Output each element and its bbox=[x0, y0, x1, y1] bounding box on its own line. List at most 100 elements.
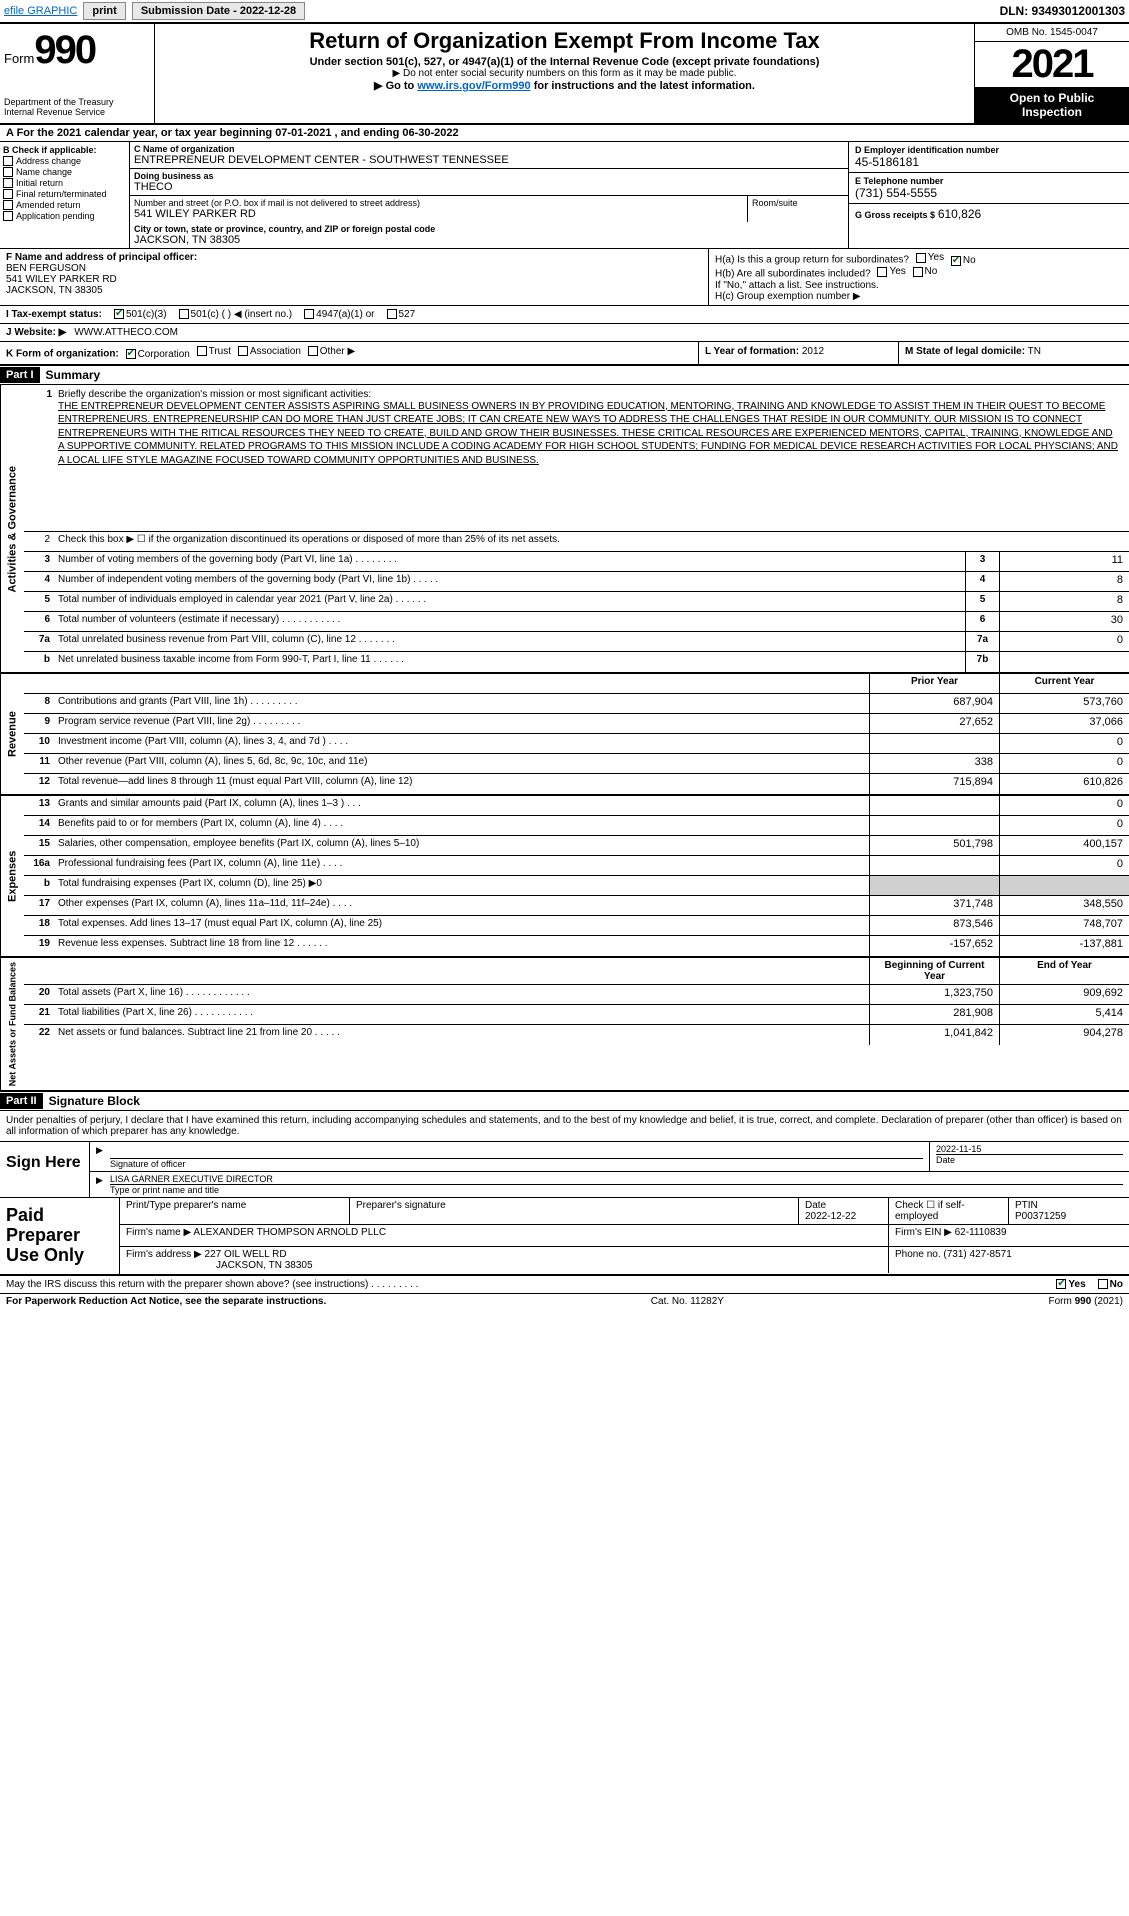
table-row: 10Investment income (Part VIII, column (… bbox=[24, 734, 1129, 754]
line-num: 11 bbox=[24, 754, 54, 773]
revenue-header-row: Prior Year Current Year bbox=[24, 674, 1129, 694]
signature-intro: Under penalties of perjury, I declare th… bbox=[0, 1111, 1129, 1142]
phone-label: E Telephone number bbox=[855, 176, 1123, 186]
line-num: 12 bbox=[24, 774, 54, 794]
h-c-row: H(c) Group exemption number ▶ bbox=[715, 291, 1123, 302]
line-box: 7b bbox=[965, 652, 999, 672]
gross-value: 610,826 bbox=[938, 207, 981, 221]
sign-body: ▶ Signature of officer 2022-11-15 Date ▶… bbox=[90, 1142, 1129, 1197]
chk-amended-return[interactable]: Amended return bbox=[3, 200, 126, 210]
line-num: 3 bbox=[24, 552, 54, 571]
checkbox-checked-icon[interactable] bbox=[126, 349, 136, 359]
expenses-body: 13Grants and similar amounts paid (Part … bbox=[24, 796, 1129, 956]
line-desc: Investment income (Part VIII, column (A)… bbox=[54, 734, 869, 753]
checkbox-icon[interactable] bbox=[3, 156, 13, 166]
city-value: JACKSON, TN 38305 bbox=[134, 234, 844, 246]
officer-printed-name: LISA GARNER EXECUTIVE DIRECTOR bbox=[110, 1174, 1123, 1184]
line-desc: Total unrelated business revenue from Pa… bbox=[54, 632, 965, 651]
row-i: I Tax-exempt status: 501(c)(3) 501(c) ( … bbox=[0, 306, 1129, 324]
state-domicile: M State of legal domicile: TN bbox=[899, 342, 1129, 364]
sign-here-label: Sign Here bbox=[0, 1142, 90, 1197]
opt-assoc: Association bbox=[250, 346, 301, 357]
current-value: 909,692 bbox=[999, 985, 1129, 1004]
form-subtitle-2: ▶ Do not enter social security numbers o… bbox=[163, 68, 966, 79]
line-num: 22 bbox=[24, 1025, 54, 1045]
ag-row: 4Number of independent voting members of… bbox=[24, 572, 1129, 592]
ein-label: D Employer identification number bbox=[855, 145, 1123, 155]
irs-gov-link[interactable]: www.irs.gov/Form990 bbox=[417, 80, 530, 92]
mission-text: THE ENTREPRENEUR DEVELOPMENT CENTER ASSI… bbox=[58, 400, 1121, 468]
opt-527: 527 bbox=[399, 309, 416, 320]
checkbox-icon[interactable] bbox=[3, 189, 13, 199]
checkbox-icon[interactable] bbox=[916, 253, 926, 263]
line-desc: Net unrelated business taxable income fr… bbox=[54, 652, 965, 672]
line-desc: Benefits paid to or for members (Part IX… bbox=[54, 816, 869, 835]
line-num: 13 bbox=[24, 796, 54, 815]
checkbox-icon[interactable] bbox=[179, 309, 189, 319]
sign-here-block: Sign Here ▶ Signature of officer 2022-11… bbox=[0, 1142, 1129, 1198]
part-2-header: Part II Signature Block bbox=[0, 1092, 1129, 1111]
line-value: 0 bbox=[999, 632, 1129, 651]
checkbox-icon[interactable] bbox=[308, 346, 318, 356]
form-org-col: K Form of organization: Corporation Trus… bbox=[0, 342, 699, 364]
checkbox-checked-icon[interactable] bbox=[114, 309, 124, 319]
line-num: b bbox=[24, 876, 54, 895]
ag-row: 5Total number of individuals employed in… bbox=[24, 592, 1129, 612]
box-f: F Name and address of principal officer:… bbox=[0, 249, 709, 305]
line-value: 11 bbox=[999, 552, 1129, 571]
yes-label: Yes bbox=[889, 266, 905, 277]
tax-exempt-label: I Tax-exempt status: bbox=[6, 309, 102, 320]
dba-label: Doing business as bbox=[134, 171, 844, 181]
print-button[interactable]: print bbox=[83, 2, 125, 20]
table-row: 11Other revenue (Part VIII, column (A), … bbox=[24, 754, 1129, 774]
checkbox-icon[interactable] bbox=[3, 200, 13, 210]
current-value: 0 bbox=[999, 856, 1129, 875]
paid-preparer-label: Paid Preparer Use Only bbox=[0, 1198, 120, 1273]
checkbox-checked-icon[interactable] bbox=[1056, 1279, 1066, 1289]
prior-value: 1,323,750 bbox=[869, 985, 999, 1004]
checkbox-icon[interactable] bbox=[3, 167, 13, 177]
firm-addr-cell: Firm's address ▶ 227 OIL WELL RD JACKSON… bbox=[120, 1247, 889, 1273]
checkbox-icon[interactable] bbox=[387, 309, 397, 319]
form-header: Form 990 Department of the Treasury Inte… bbox=[0, 24, 1129, 125]
line-desc: Salaries, other compensation, employee b… bbox=[54, 836, 869, 855]
checkbox-icon[interactable] bbox=[877, 267, 887, 277]
city-row: City or town, state or province, country… bbox=[130, 222, 848, 248]
chk-name-change[interactable]: Name change bbox=[3, 167, 126, 177]
gross-receipts-row: G Gross receipts $ 610,826 bbox=[849, 204, 1129, 224]
checkbox-icon[interactable] bbox=[197, 346, 207, 356]
prep-h1: Print/Type preparer's name bbox=[120, 1198, 350, 1224]
chk-final-return[interactable]: Final return/terminated bbox=[3, 189, 126, 199]
row-k: K Form of organization: Corporation Trus… bbox=[0, 342, 1129, 366]
line-desc: Total expenses. Add lines 13–17 (must eq… bbox=[54, 916, 869, 935]
sd-value: TN bbox=[1028, 346, 1041, 357]
chk-initial-return[interactable]: Initial return bbox=[3, 178, 126, 188]
checkbox-icon[interactable] bbox=[3, 178, 13, 188]
submission-date-button[interactable]: Submission Date - 2022-12-28 bbox=[132, 2, 305, 20]
mission-lead: Briefly describe the organization's miss… bbox=[58, 389, 371, 400]
ag-row: 2Check this box ▶ ☐ if the organization … bbox=[24, 532, 1129, 552]
efile-link[interactable]: efile GRAPHIC bbox=[4, 5, 77, 17]
addr-label: Number and street (or P.O. box if mail i… bbox=[134, 198, 743, 208]
opt-501c3: 501(c)(3) bbox=[126, 309, 167, 320]
chk-address-change[interactable]: Address change bbox=[3, 156, 126, 166]
expenses-section: Expenses 13Grants and similar amounts pa… bbox=[0, 796, 1129, 958]
info-grid: B Check if applicable: Address change Na… bbox=[0, 142, 1129, 249]
prep-h5: PTINP00371259 bbox=[1009, 1198, 1129, 1224]
checkbox-checked-icon[interactable] bbox=[951, 256, 961, 266]
dba-value: THECO bbox=[134, 181, 844, 193]
line-num: 10 bbox=[24, 734, 54, 753]
checkbox-icon[interactable] bbox=[1098, 1279, 1108, 1289]
address-row: Number and street (or P.O. box if mail i… bbox=[130, 196, 848, 222]
checkbox-icon[interactable] bbox=[238, 346, 248, 356]
header-center: Return of Organization Exempt From Incom… bbox=[155, 24, 974, 123]
chk-application-pending[interactable]: Application pending bbox=[3, 211, 126, 221]
checkbox-icon[interactable] bbox=[3, 211, 13, 221]
checkbox-icon[interactable] bbox=[304, 309, 314, 319]
line-box: 3 bbox=[965, 552, 999, 571]
line-box: 7a bbox=[965, 632, 999, 651]
current-value: 0 bbox=[999, 734, 1129, 753]
chk-label: Initial return bbox=[16, 178, 63, 188]
checkbox-icon[interactable] bbox=[913, 267, 923, 277]
net-assets-section: Net Assets or Fund Balances Beginning of… bbox=[0, 958, 1129, 1092]
